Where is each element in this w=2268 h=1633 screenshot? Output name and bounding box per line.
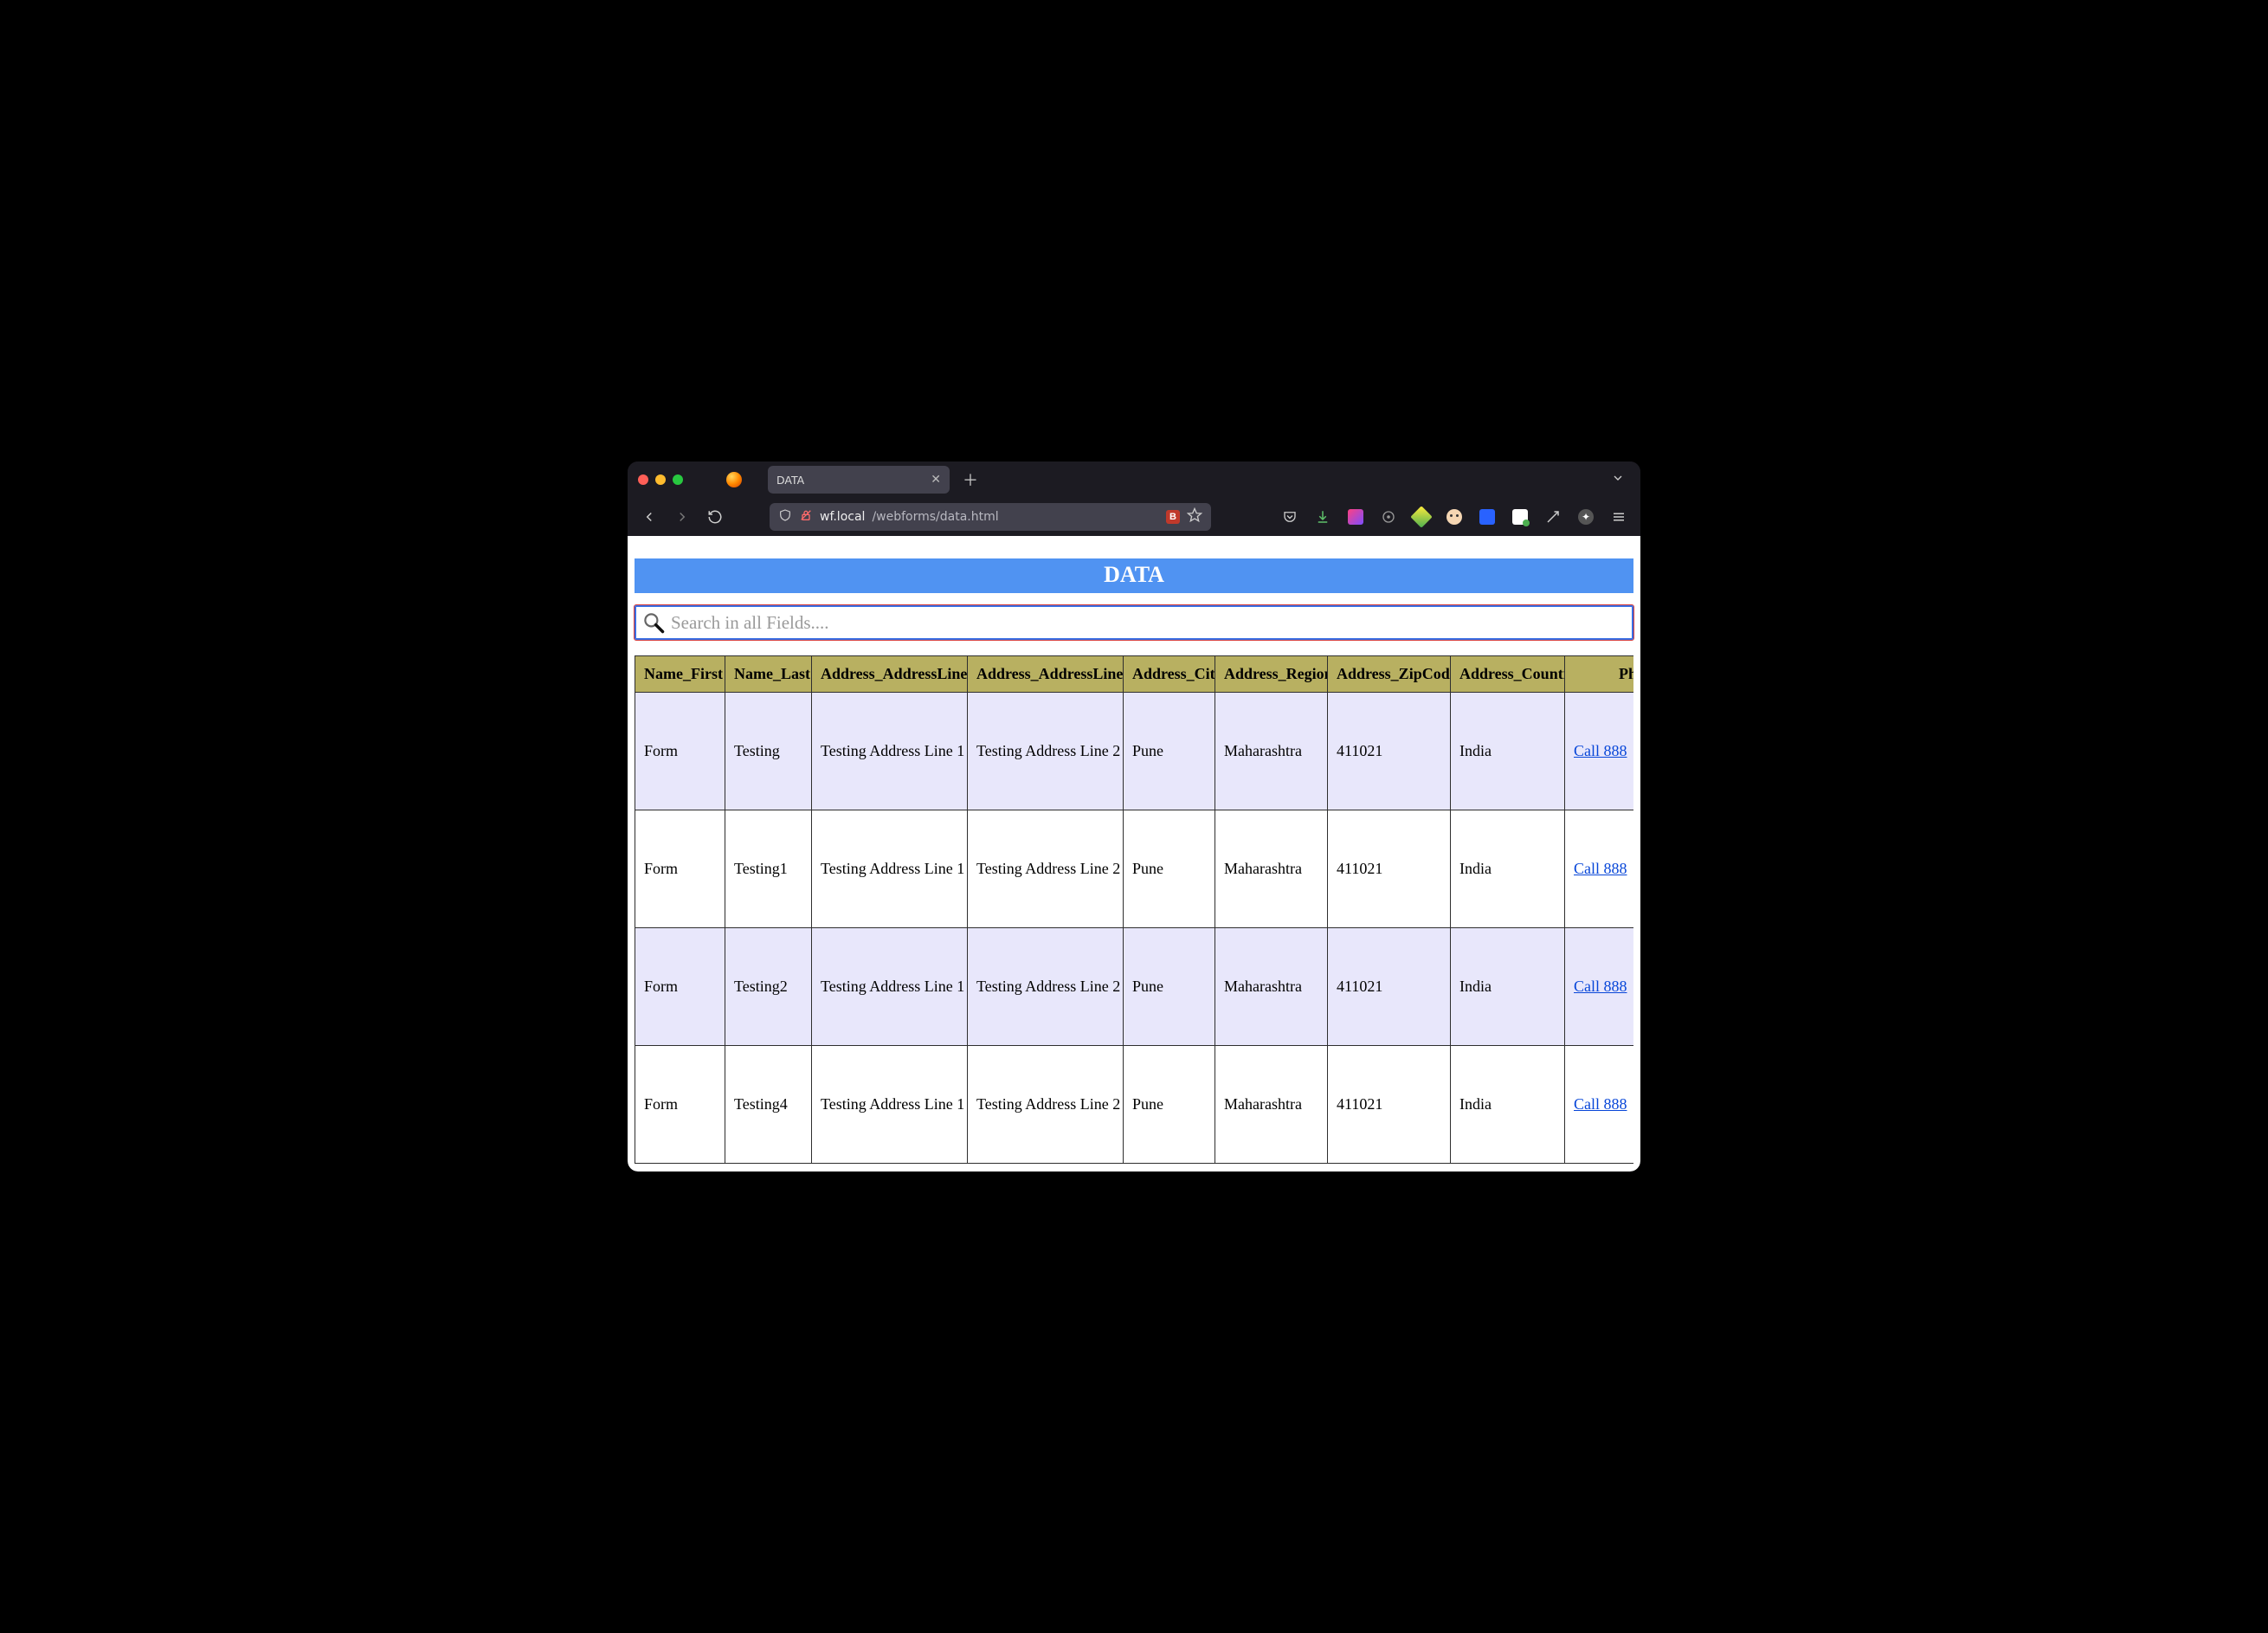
phone-link[interactable]: Call 888: [1574, 1095, 1627, 1113]
column-header[interactable]: Address_AddressLine1: [812, 656, 968, 693]
forward-button[interactable]: [669, 504, 695, 530]
extension-badge-icon[interactable]: B: [1166, 510, 1180, 524]
list-all-tabs-button[interactable]: [1606, 471, 1630, 489]
page-title: DATA: [635, 558, 1633, 593]
page-body: DATA Name_FirstName_LastAddress_AddressL…: [628, 536, 1640, 1171]
table-cell: Pune: [1124, 1046, 1215, 1164]
window-controls: [638, 474, 683, 485]
bookmark-star-icon[interactable]: [1187, 507, 1202, 526]
table-cell: India: [1451, 1046, 1565, 1164]
table-cell: Pune: [1124, 928, 1215, 1046]
page-viewport: DATA Name_FirstName_LastAddress_AddressL…: [628, 536, 1640, 1172]
column-header[interactable]: Address_City: [1124, 656, 1215, 693]
url-path: /webforms/data.html: [872, 510, 998, 524]
url-bar[interactable]: wf.local/webforms/data.html B: [770, 503, 1211, 531]
table-cell: 411021: [1328, 810, 1451, 928]
table-cell: Call 888: [1565, 928, 1634, 1046]
table-row: FormTesting4Testing Address Line 1Testin…: [635, 1046, 1634, 1164]
insecure-lock-icon[interactable]: [799, 508, 813, 526]
column-header[interactable]: Address_AddressLine2: [968, 656, 1124, 693]
search-box[interactable]: [635, 605, 1633, 640]
extension-icon-3[interactable]: [1408, 504, 1434, 530]
table-header-row: Name_FirstName_LastAddress_AddressLine1A…: [635, 656, 1634, 693]
table-cell: 411021: [1328, 1046, 1451, 1164]
table-cell: Testing Address Line 2: [968, 1046, 1124, 1164]
table-cell: Testing Address Line 2: [968, 810, 1124, 928]
table-cell: Pune: [1124, 810, 1215, 928]
table-cell: Testing Address Line 1: [812, 810, 968, 928]
extension-icon-6[interactable]: [1507, 504, 1533, 530]
back-button[interactable]: [636, 504, 662, 530]
phone-link[interactable]: Call 888: [1574, 860, 1627, 877]
table-row: FormTesting1Testing Address Line 1Testin…: [635, 810, 1634, 928]
table-cell: Testing Address Line 1: [812, 1046, 968, 1164]
table-cell: Form: [635, 928, 725, 1046]
table-cell: Testing Address Line 2: [968, 928, 1124, 1046]
table-cell: Testing4: [725, 1046, 812, 1164]
column-header[interactable]: Address_Country: [1451, 656, 1565, 693]
extension-icon-5[interactable]: [1474, 504, 1500, 530]
reload-button[interactable]: [702, 504, 728, 530]
table-cell: Testing Address Line 1: [812, 693, 968, 810]
zoom-window-button[interactable]: [673, 474, 683, 485]
table-cell: Testing Address Line 1: [812, 928, 968, 1046]
table-cell: 411021: [1328, 928, 1451, 1046]
table-cell: Form: [635, 1046, 725, 1164]
tab-strip: DATA ✕ ＋: [628, 462, 1640, 498]
app-menu-button[interactable]: [1606, 504, 1632, 530]
new-tab-button[interactable]: ＋: [958, 468, 983, 492]
column-header[interactable]: PhoneN: [1565, 656, 1634, 693]
table-cell: India: [1451, 693, 1565, 810]
table-row: FormTestingTesting Address Line 1Testing…: [635, 693, 1634, 810]
column-header[interactable]: Address_Region: [1215, 656, 1328, 693]
toolbar-extensions: ✦: [1277, 504, 1632, 530]
browser-tab[interactable]: DATA ✕: [768, 466, 950, 494]
pocket-icon[interactable]: [1277, 504, 1303, 530]
table-cell: 411021: [1328, 693, 1451, 810]
data-table: Name_FirstName_LastAddress_AddressLine1A…: [635, 655, 1633, 1164]
minimize-window-button[interactable]: [655, 474, 666, 485]
search-input[interactable]: [671, 612, 1627, 634]
column-header[interactable]: Name_Last: [725, 656, 812, 693]
close-tab-button[interactable]: ✕: [931, 473, 941, 487]
extension-icon-2[interactable]: [1376, 504, 1401, 530]
table-cell: Form: [635, 810, 725, 928]
table-cell: Pune: [1124, 693, 1215, 810]
table-cell: Maharashtra: [1215, 810, 1328, 928]
data-table-wrapper: Name_FirstName_LastAddress_AddressLine1A…: [635, 655, 1633, 1164]
table-cell: Maharashtra: [1215, 928, 1328, 1046]
table-cell: Testing Address Line 2: [968, 693, 1124, 810]
table-cell: Call 888: [1565, 1046, 1634, 1164]
table-cell: Form: [635, 693, 725, 810]
column-header[interactable]: Address_ZipCode: [1328, 656, 1451, 693]
column-header[interactable]: Name_First: [635, 656, 725, 693]
table-cell: Maharashtra: [1215, 1046, 1328, 1164]
table-cell: Testing1: [725, 810, 812, 928]
browser-toolbar: wf.local/webforms/data.html B: [628, 498, 1640, 536]
table-cell: India: [1451, 928, 1565, 1046]
phone-link[interactable]: Call 888: [1574, 978, 1627, 995]
extension-icon-8[interactable]: ✦: [1573, 504, 1599, 530]
close-window-button[interactable]: [638, 474, 648, 485]
phone-link[interactable]: Call 888: [1574, 742, 1627, 759]
url-host: wf.local: [820, 510, 865, 524]
table-cell: Testing2: [725, 928, 812, 1046]
table-row: FormTesting2Testing Address Line 1Testin…: [635, 928, 1634, 1046]
table-cell: Testing: [725, 693, 812, 810]
table-cell: Call 888: [1565, 810, 1634, 928]
table-cell: Call 888: [1565, 693, 1634, 810]
browser-window: DATA ✕ ＋ wf.local/webforms/data.html: [628, 462, 1640, 1172]
table-cell: Maharashtra: [1215, 693, 1328, 810]
tab-title: DATA: [776, 474, 922, 487]
extension-icon-1[interactable]: [1343, 504, 1369, 530]
downloads-icon[interactable]: [1310, 504, 1336, 530]
tracking-shield-icon[interactable]: [778, 508, 792, 526]
search-icon: [641, 610, 666, 635]
table-cell: India: [1451, 810, 1565, 928]
extension-icon-7[interactable]: [1540, 504, 1566, 530]
firefox-icon: [726, 472, 742, 487]
extension-icon-4[interactable]: [1441, 504, 1467, 530]
